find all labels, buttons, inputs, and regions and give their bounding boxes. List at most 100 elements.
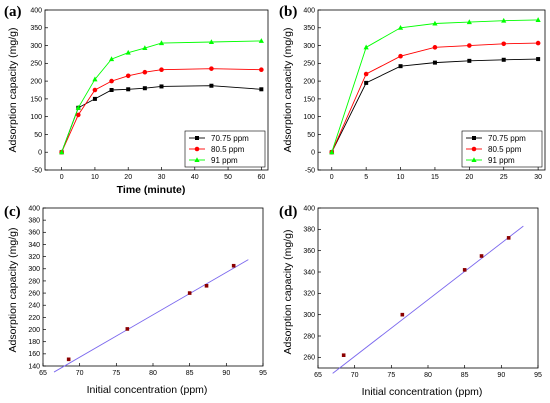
y-tick-label-c-6: 260: [28, 290, 40, 297]
x-tick-label-c-5: 90: [222, 370, 230, 377]
y-tick-label-c-7: 280: [28, 278, 40, 285]
plot-frame-c: [42, 207, 264, 367]
x-tick-label-d-6: 95: [534, 372, 542, 379]
data-point-b-2-4: [466, 19, 472, 25]
y-tick-label-a-9: 400: [30, 7, 42, 14]
legend-label-b-1: 80.5 ppm: [488, 145, 522, 154]
y-tick-label-b-1: 0: [311, 150, 315, 157]
plot-frame-d: [317, 207, 539, 369]
data-point-a-2-4: [125, 49, 131, 55]
data-point-c-1: [125, 327, 130, 331]
legend-label-a-1: 80.5 ppm: [211, 145, 245, 154]
data-point-a-2-8: [258, 38, 264, 43]
y-tick-label-a-6: 250: [30, 61, 42, 68]
plot-b: -50 0 50 100 150 200 250 300 350 400 0 5 10 15 20 25 30 7…: [303, 7, 546, 181]
data-point-d-3: [479, 254, 484, 258]
data-point-d-2: [462, 268, 467, 272]
x-tick-label-a-1: 10: [91, 174, 99, 181]
x-axis-label-a: Time (minute): [116, 184, 186, 196]
x-tick-label-a-2: 20: [124, 174, 132, 181]
data-point-c-3: [204, 283, 209, 288]
data-point-a-1-5: [142, 69, 148, 75]
x-tick-label-b-3: 15: [431, 174, 439, 181]
y-tick-label-d-1: 280: [303, 333, 315, 340]
x-tick-label-b-5: 25: [500, 174, 508, 181]
data-point-b-0-4: [467, 58, 472, 63]
data-point-b-2-3: [432, 20, 438, 26]
x-axis-label-c: Initial concentration (ppm): [86, 384, 208, 396]
plot-a: -50 0 50 100 150 200 250 300 350 400 0 10 20 30 40 50 60…: [30, 7, 269, 181]
data-point-b-2-2: [397, 24, 404, 30]
y-tick-label-a-0: -50: [32, 167, 42, 174]
panel-label-a: (a): [4, 4, 22, 20]
data-point-b-0-6: [536, 57, 541, 62]
data-point-a-2-2: [92, 76, 98, 82]
y-tick-label-d-0: 260: [303, 355, 315, 362]
fit-line-d: [332, 225, 524, 374]
data-point-a-2-5: [142, 45, 148, 51]
data-point-b-0-2: [398, 64, 403, 69]
y-tick-label-b-5: 200: [303, 79, 315, 86]
x-tick-label-c-4: 85: [186, 370, 194, 377]
y-tick-label-d-3: 320: [303, 291, 315, 298]
y-tick-label-c-13: 400: [28, 205, 40, 212]
y-tick-label-d-4: 340: [303, 269, 315, 276]
legend-label-b-2: 91 ppm: [488, 156, 515, 165]
x-tick-label-c-6: 95: [259, 370, 267, 377]
data-point-d-1: [400, 312, 405, 317]
chart-panel-b: (b) Adsorption capacity (mg/g) -50 0 50 100…: [275, 0, 550, 200]
y-tick-label-b-9: 400: [303, 7, 315, 14]
y-tick-label-c-4: 220: [28, 315, 40, 322]
x-tick-label-b-2: 10: [397, 174, 405, 181]
data-point-b-1-1: [363, 71, 369, 77]
data-point-a-0-8: [259, 87, 264, 92]
y-tick-label-c-8: 300: [28, 266, 40, 273]
x-tick-label-a-0: 0: [60, 174, 64, 181]
y-tick-label-b-0: -50: [305, 167, 315, 174]
y-tick-label-a-3: 100: [30, 114, 42, 121]
y-tick-label-c-11: 360: [28, 230, 40, 237]
data-point-a-2-7: [208, 39, 215, 44]
data-point-b-2-1: [363, 44, 369, 50]
x-tick-label-b-1: 5: [364, 174, 368, 181]
data-point-a-0-7: [209, 83, 214, 88]
x-tick-label-a-5: 50: [224, 174, 232, 181]
x-tick-label-a-6: 60: [257, 174, 265, 181]
data-point-a-0-4: [126, 87, 131, 92]
legend-marker-b-1: [471, 146, 477, 152]
x-tick-label-d-1: 70: [351, 372, 359, 379]
data-point-c-4: [231, 263, 236, 268]
y-tick-label-c-9: 320: [28, 254, 40, 261]
data-point-a-1-4: [125, 73, 131, 79]
x-tick-label-d-0: 65: [314, 372, 322, 379]
legend-marker-a-2: [194, 157, 200, 162]
x-tick-label-a-4: 40: [191, 174, 199, 181]
y-tick-label-c-2: 180: [28, 339, 40, 346]
y-tick-label-b-2: 50: [307, 132, 315, 139]
data-point-a-1-8: [259, 67, 264, 73]
x-tick-label-d-5: 90: [497, 372, 505, 379]
panel-label-b: (b): [279, 4, 298, 20]
x-axis-label-d: Initial concentration (ppm): [361, 386, 483, 398]
x-tick-label-d-3: 80: [424, 372, 432, 379]
y-tick-label-d-5: 360: [303, 248, 315, 255]
legend-marker-a-1: [194, 146, 200, 152]
data-point-a-1-2: [92, 87, 98, 93]
data-point-a-0-3: [109, 88, 114, 92]
legend-marker-a-0: [195, 136, 199, 140]
legend-marker-b-0: [472, 136, 476, 140]
data-point-b-1-2: [398, 53, 403, 59]
chart-panel-c: (c) Adsorption capacity (mg/g) Initial c…: [0, 200, 275, 403]
y-tick-label-d-2: 300: [303, 312, 315, 319]
data-point-a-1-7: [209, 66, 214, 71]
y-tick-label-a-8: 350: [30, 25, 42, 32]
data-point-b-1-5: [501, 41, 507, 47]
x-tick-label-d-2: 75: [387, 372, 395, 379]
plot-d: 260 280 300 320 340 360 380 400 65 70 75 80 85 90 95: [303, 205, 542, 379]
y-tick-label-a-4: 150: [30, 96, 42, 103]
y-tick-label-b-3: 100: [303, 114, 315, 121]
x-tick-label-c-0: 65: [39, 370, 47, 377]
legend-label-a-2: 91 ppm: [211, 156, 238, 165]
x-tick-label-a-3: 30: [158, 174, 166, 181]
data-point-b-1-6: [535, 40, 541, 46]
